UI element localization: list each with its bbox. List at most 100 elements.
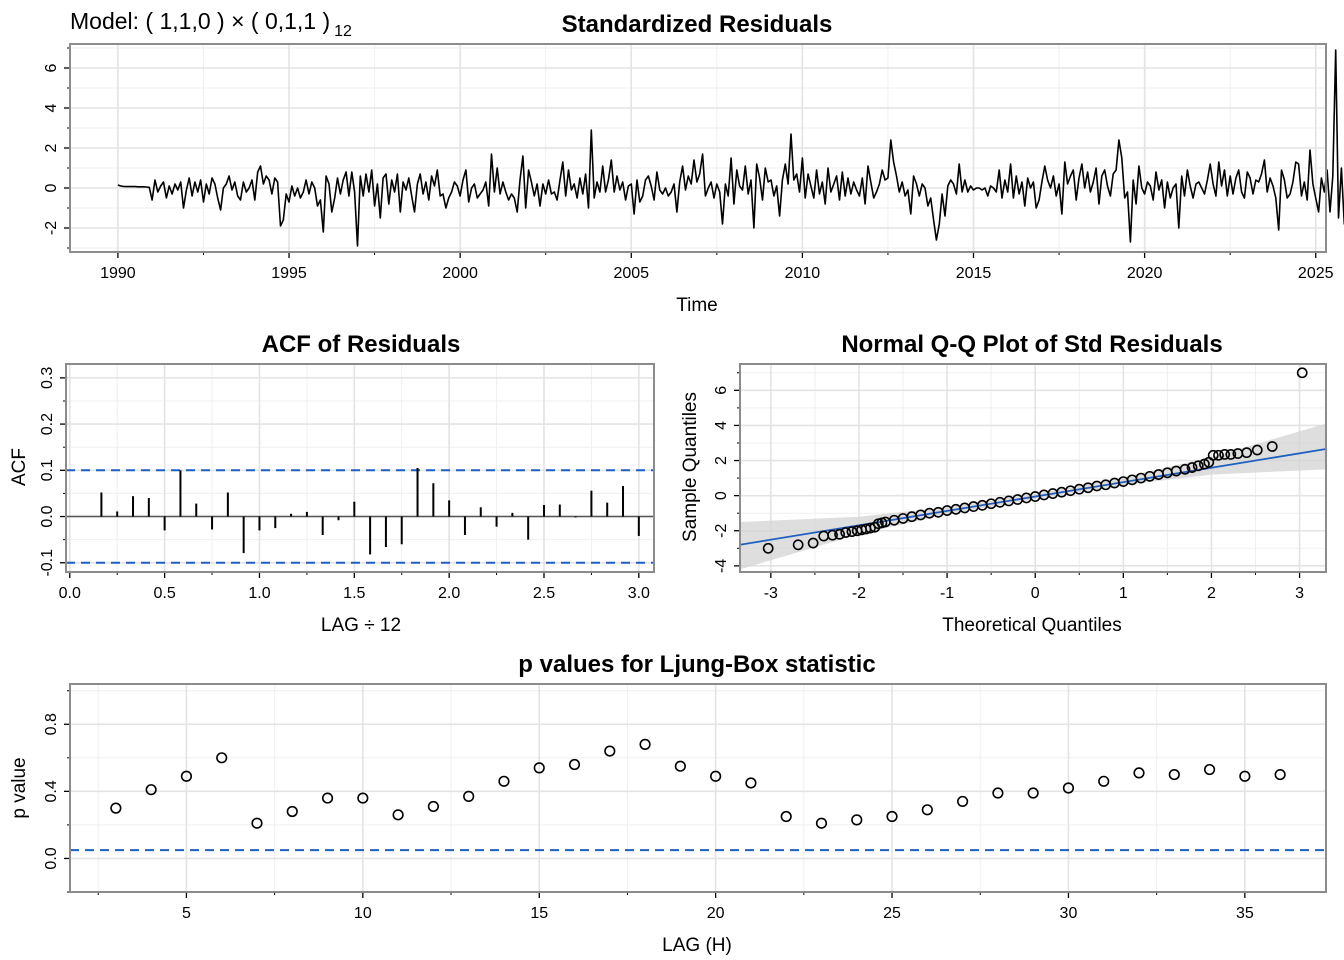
- axes: 0.0 0.5 1.0 1.5 2.0 2.5 3.0-0.10.00.10.20.3: [39, 367, 650, 602]
- acf-xlabel: LAG ÷ 12: [321, 615, 401, 636]
- qq-point: [1186, 462, 1198, 473]
- x-tick-label: 2025: [1298, 265, 1334, 282]
- panel-frame: [69, 683, 1327, 893]
- grid: [70, 44, 1326, 252]
- grid: [66, 364, 654, 572]
- p-value-point: [851, 814, 863, 826]
- p-value-point: [286, 805, 298, 818]
- p-value-point: [498, 775, 510, 787]
- qq-point: [834, 528, 845, 540]
- qq-ylabel: Sample Quantiles: [680, 392, 701, 542]
- y-tick-label: 0.0: [43, 847, 60, 869]
- qq-point: [807, 537, 819, 549]
- y-tick-label: 0.0: [39, 505, 56, 527]
- p-value-point: [180, 770, 193, 782]
- p-value-point: [815, 817, 828, 829]
- x-tick-label: -3: [764, 585, 778, 602]
- qq-plot-area: [740, 367, 1326, 570]
- x-tick-label: 25: [883, 905, 901, 922]
- y-tick-label: 0.2: [39, 413, 56, 435]
- residuals-title: Standardized Residuals: [562, 11, 833, 38]
- p-value-point: [710, 770, 722, 782]
- y-tick-label: 0.1: [39, 459, 56, 481]
- qq-point: [1179, 463, 1191, 475]
- panel-frame: [69, 43, 1327, 253]
- y-tick-label: 2: [43, 143, 60, 152]
- p-value-point: [1027, 787, 1039, 799]
- residuals-series-line: [117, 49, 1344, 247]
- qq-point: [1296, 367, 1308, 379]
- x-tick-label: 3.0: [628, 585, 650, 602]
- acf-ylabel: ACF: [9, 448, 30, 486]
- p-value-point: [533, 762, 545, 774]
- x-tick-label: 1.0: [248, 585, 270, 602]
- p-value-point: [886, 810, 898, 823]
- x-tick-label: 1995: [271, 265, 307, 282]
- p-value-point: [957, 795, 969, 808]
- p-value-point: [145, 784, 157, 796]
- p-value-point: [251, 817, 263, 829]
- x-tick-label: 35: [1236, 905, 1254, 922]
- p-value-point: [216, 752, 228, 764]
- x-tick-label: 0: [1031, 585, 1040, 602]
- p-value-point: [1203, 763, 1216, 776]
- axes: -3 -2 -1 0 1 2 3 -4 -2 0 2 4 6: [713, 372, 1304, 602]
- qq-point: [762, 542, 774, 554]
- p-value-point: [921, 804, 933, 816]
- qq-point: [1225, 448, 1237, 460]
- ljung-box-xlabel: LAG (H): [662, 935, 732, 956]
- p-value-point: [1098, 775, 1110, 787]
- ljung-box-title: p values for Ljung-Box statistic: [518, 651, 875, 678]
- p-value-point: [604, 745, 616, 757]
- y-tick-label: -2: [713, 524, 730, 538]
- p-value-point: [674, 760, 686, 772]
- qq-point: [792, 539, 804, 551]
- qq-point: [840, 527, 852, 538]
- p-value-point: [992, 787, 1004, 799]
- x-tick-label: 2020: [1127, 265, 1163, 282]
- x-tick-label: 5: [182, 905, 191, 922]
- qq-point: [1219, 448, 1231, 460]
- x-tick-label: 2.0: [438, 585, 460, 602]
- qq-point: [1251, 444, 1263, 456]
- p-value-point: [639, 738, 651, 750]
- y-tick-label: 0.8: [43, 713, 60, 735]
- residuals-xlabel: Time: [676, 295, 718, 316]
- x-tick-label: 2005: [613, 265, 649, 282]
- p-value-point: [745, 777, 757, 789]
- qq-point: [1266, 441, 1278, 452]
- qq-xlabel: Theoretical Quantiles: [942, 615, 1122, 636]
- x-tick-label: 20: [707, 905, 725, 922]
- x-tick-label: 2010: [785, 265, 821, 282]
- x-tick-label: 1: [1119, 585, 1128, 602]
- qq-point: [865, 522, 876, 534]
- p-value-point: [110, 802, 122, 814]
- y-tick-label: -2: [43, 221, 60, 235]
- y-tick-label: 0.3: [39, 367, 56, 389]
- axes: 5 10 15 20 25 30 35 0.0 0.4 0.8: [43, 690, 1254, 922]
- p-value-point: [1133, 767, 1145, 779]
- p-value-point: [357, 792, 369, 804]
- p-value-point: [1168, 768, 1180, 781]
- y-tick-label: 2: [713, 456, 730, 465]
- acf-panel: ACF of Residuals LAG ÷ 12 ACF 0.0 0.5 1.0 1…: [9, 331, 655, 636]
- x-tick-label: 15: [530, 905, 548, 922]
- ljung-box-ylabel: p value: [9, 757, 30, 818]
- p-value-point: [780, 810, 792, 823]
- x-tick-label: 2.5: [533, 585, 555, 602]
- qq-point: [827, 529, 838, 541]
- qq-point: [1192, 460, 1204, 472]
- qq-reference-line: [740, 448, 1326, 546]
- grid: [70, 684, 1326, 892]
- model-label: Model: ( 1,1,0 ) × ( 0,1,1 ) 12: [70, 8, 352, 40]
- axes: 1990 1995 2000 2005 2010 2015 2020 2025 -2 0 2 4 6: [43, 47, 1334, 282]
- p-value-point: [321, 792, 334, 804]
- p-value-point: [463, 790, 475, 802]
- x-tick-label: 1990: [100, 265, 136, 282]
- p-value-point: [427, 800, 439, 813]
- y-tick-label: 0: [43, 183, 60, 192]
- qq-point: [1241, 447, 1253, 459]
- x-tick-label: 0.0: [59, 585, 81, 602]
- y-tick-label: 6: [713, 386, 730, 395]
- x-tick-label: 2015: [956, 265, 992, 282]
